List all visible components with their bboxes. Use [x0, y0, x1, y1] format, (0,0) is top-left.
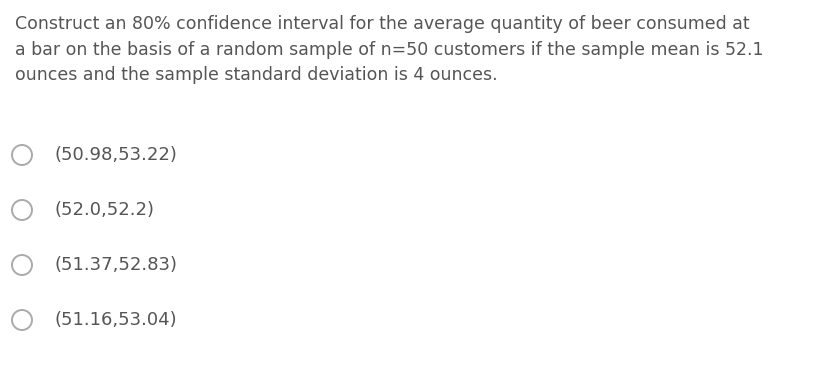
Text: Construct an 80% confidence interval for the average quantity of beer consumed a: Construct an 80% confidence interval for… — [15, 15, 764, 84]
Text: (52.0,52.2): (52.0,52.2) — [55, 201, 155, 219]
Text: (51.37,52.83): (51.37,52.83) — [55, 256, 178, 274]
Text: (51.16,53.04): (51.16,53.04) — [55, 311, 177, 329]
Text: (50.98,53.22): (50.98,53.22) — [55, 146, 178, 164]
